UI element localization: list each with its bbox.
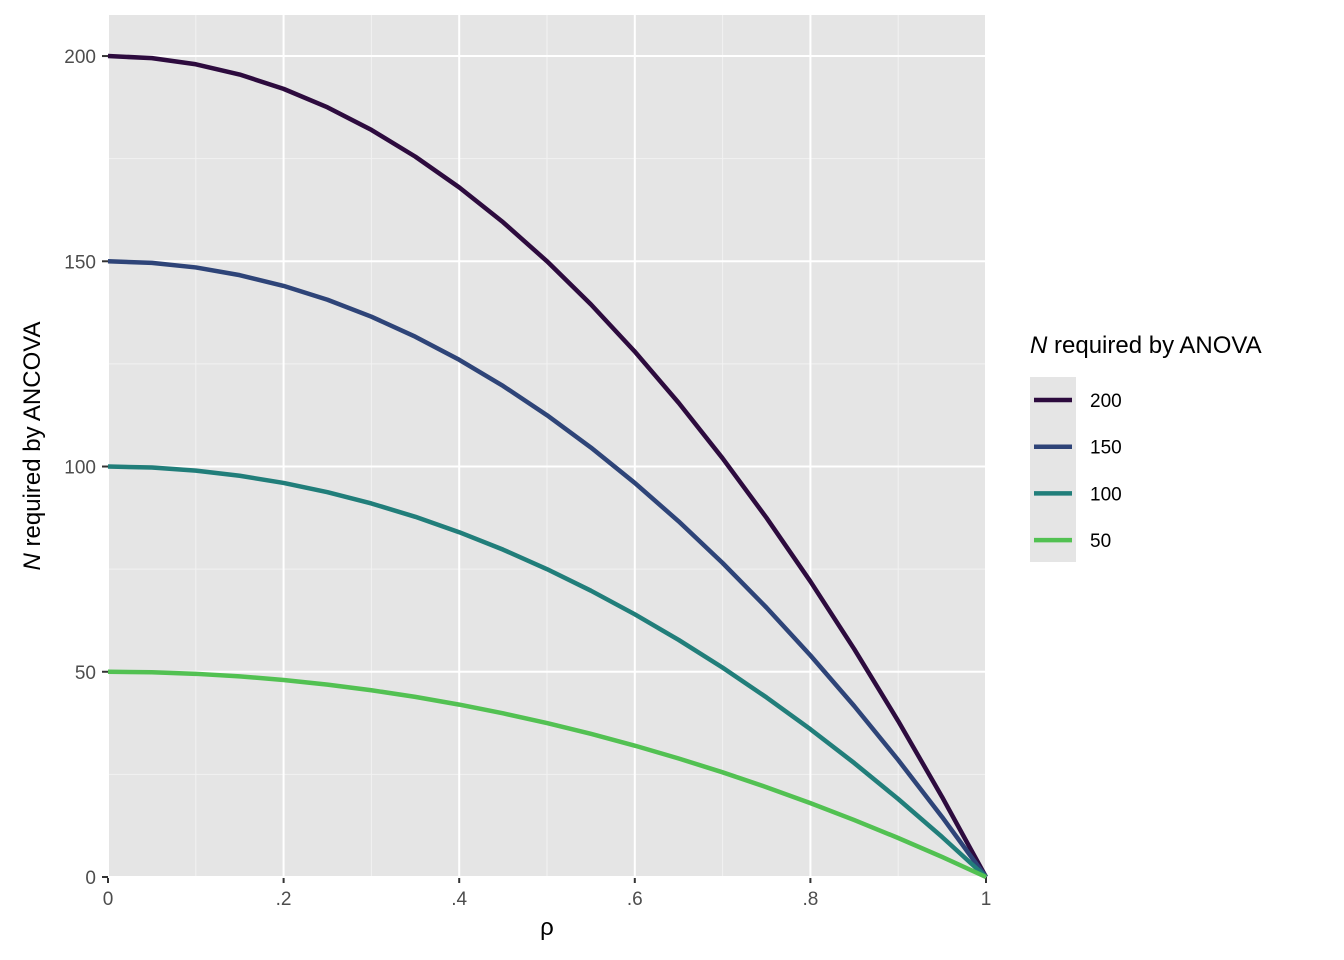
y-axis-label: N required by ANCOVA [19, 322, 46, 571]
legend-title: N required by ANOVA [1030, 332, 1262, 359]
x-tick-label: .8 [802, 889, 818, 910]
y-tick-label: 150 [64, 252, 96, 273]
x-axis-label: ρ [540, 914, 554, 941]
line-series [107, 53, 988, 879]
y-tick-label: 200 [64, 47, 96, 68]
x-tick-label: .6 [627, 889, 643, 910]
y-tick-label: 0 [85, 868, 96, 889]
legend-label: 50 [1090, 531, 1111, 552]
y-tick-label: 100 [64, 458, 96, 479]
x-tick-label: 0 [103, 889, 114, 910]
legend-key-bg [1030, 377, 1076, 562]
x-tick-label: .2 [276, 889, 292, 910]
line-series [107, 669, 987, 880]
x-tick-label: 1 [981, 889, 992, 910]
line-series [107, 259, 988, 879]
x-tick-label: .4 [451, 889, 467, 910]
legend-label: 200 [1090, 391, 1122, 412]
legend-label: 150 [1090, 438, 1122, 459]
line-series [107, 464, 988, 879]
y-tick-label: 50 [75, 663, 96, 684]
legend-label: 100 [1090, 484, 1122, 505]
